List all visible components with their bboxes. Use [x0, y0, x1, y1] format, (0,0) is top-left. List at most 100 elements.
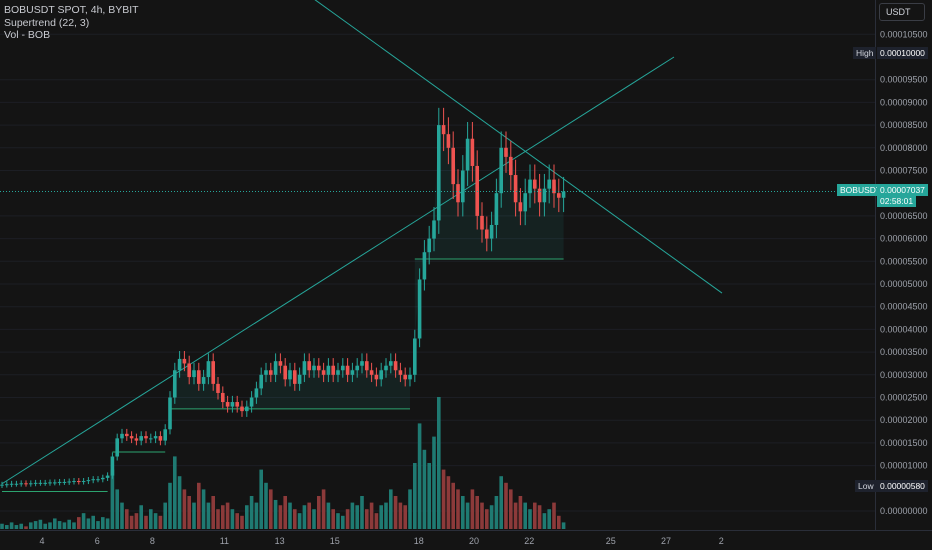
candle-body — [139, 436, 143, 441]
candle-body — [437, 125, 441, 221]
volume-bar — [192, 502, 196, 529]
volume-bar — [62, 522, 67, 529]
volume-bar — [489, 505, 494, 529]
volume-bar — [173, 456, 177, 529]
candle-body — [509, 156, 513, 176]
candle-body — [67, 481, 71, 483]
volume-bar — [24, 526, 28, 529]
volume-bar — [206, 502, 211, 529]
time-tick-label: 4 — [39, 536, 44, 546]
candle-body — [321, 370, 326, 375]
volume-bar — [345, 509, 350, 529]
candle-body — [547, 179, 551, 189]
candle-body — [369, 370, 374, 375]
candle-body — [129, 436, 134, 439]
volume-bar — [72, 522, 76, 529]
volume-bar — [201, 489, 206, 529]
currency-button[interactable]: USDT — [879, 3, 925, 21]
price-tick-label: 0.00008500 — [880, 120, 928, 130]
candle-body — [307, 361, 311, 371]
volume-bar — [249, 496, 254, 529]
volume-bar — [139, 505, 143, 529]
candle-body — [504, 147, 508, 157]
price-tick-label: 0.00001000 — [880, 461, 928, 471]
legend-symbol[interactable]: BOBUSDT SPOT, 4h, BYBIT — [4, 4, 139, 16]
candle-body — [120, 433, 124, 439]
volume-bar — [86, 518, 91, 529]
candle-body — [461, 170, 465, 203]
low-label-tag: Low — [855, 480, 877, 492]
volume-bar — [537, 505, 542, 529]
time-tick-label: 15 — [330, 536, 340, 546]
candle-body — [187, 363, 191, 378]
volume-bar — [557, 515, 561, 529]
price-tick-label: 0.00006500 — [880, 211, 928, 221]
candle-body — [216, 383, 220, 393]
volume-bar — [48, 522, 52, 529]
candle-body — [24, 483, 28, 485]
volume-bar — [81, 513, 86, 529]
volume-bar — [225, 502, 230, 529]
candle-body — [528, 179, 532, 194]
volume-bar — [485, 509, 489, 529]
volume-bar — [259, 469, 263, 529]
candle-body — [96, 479, 100, 481]
volume-bar — [197, 482, 201, 529]
chart-legend: BOBUSDT SPOT, 4h, BYBIT Supertrend (22, … — [4, 4, 139, 42]
volume-bar — [144, 515, 148, 529]
volume-bar — [283, 496, 287, 529]
trendline-ascending — [1, 56, 675, 485]
candle-body — [278, 361, 283, 366]
candle-body — [317, 365, 321, 371]
price-tick-label: 0.00004000 — [880, 324, 928, 334]
candle-body — [312, 365, 316, 371]
volume-bar — [14, 525, 19, 529]
candle-body — [533, 179, 537, 189]
volume-bar — [216, 509, 220, 529]
candle-body — [149, 438, 153, 440]
volume-bar — [177, 476, 182, 529]
candle-body — [19, 483, 23, 485]
volume-bar — [427, 463, 431, 529]
legend-volume[interactable]: Vol - BOB — [4, 29, 51, 41]
candle-body — [158, 436, 163, 441]
volume-bar — [153, 513, 158, 529]
volume-bar — [523, 502, 527, 529]
volume-bar — [465, 502, 470, 529]
low-value-tag: 0.00000580 — [877, 480, 928, 492]
candle-body — [413, 338, 417, 375]
volume-bar — [350, 502, 355, 529]
candle-body — [403, 374, 407, 380]
candle-body — [331, 365, 335, 375]
volume-bar — [67, 519, 71, 529]
volume-bar — [393, 496, 398, 529]
volume-bar — [422, 449, 427, 529]
volume-bar — [389, 489, 393, 529]
volume-bar — [163, 502, 167, 529]
volume-bar — [369, 502, 374, 529]
volume-bar — [77, 517, 81, 529]
volume-bar — [182, 489, 187, 529]
volume-bar — [317, 496, 321, 529]
candle-body — [29, 483, 33, 485]
legend-supertrend[interactable]: Supertrend (22, 3) — [4, 16, 90, 29]
candle-body — [163, 429, 167, 441]
candle-body — [374, 374, 379, 380]
candle-body — [43, 482, 47, 484]
candle-body — [62, 481, 67, 483]
volume-bar — [408, 489, 412, 529]
volume-bar — [307, 502, 311, 529]
time-tick-label: 22 — [524, 536, 534, 546]
candle-body — [552, 179, 556, 194]
price-tick-label: 0.00005500 — [880, 256, 928, 266]
volume-bar — [235, 513, 239, 529]
volume-bar — [9, 522, 14, 529]
volume-bar — [221, 505, 225, 529]
candle-body — [341, 365, 345, 371]
candle-body — [264, 370, 268, 375]
volume-bar — [470, 489, 475, 529]
price-tick-label: 0.00008000 — [880, 143, 928, 153]
candle-body — [211, 361, 215, 384]
volume-bar — [110, 469, 115, 529]
